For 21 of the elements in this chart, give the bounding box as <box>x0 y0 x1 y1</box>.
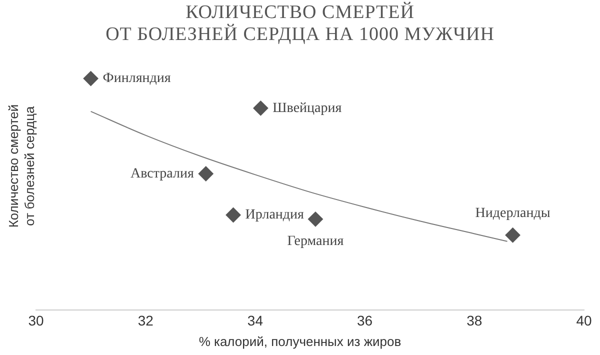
annotation: Швейцария <box>272 100 342 116</box>
x-axis-title: % калорий, полученных из жиров <box>198 334 402 349</box>
point <box>253 100 268 116</box>
x-tick-label: 32 <box>138 312 154 328</box>
annotation: Австралия <box>130 166 194 182</box>
point <box>198 166 214 182</box>
x-tick-label: 40 <box>576 312 592 328</box>
x-tick-label: 30 <box>28 312 44 328</box>
point <box>505 228 520 243</box>
annotation: Финляндия <box>102 71 172 86</box>
x-tick-label: 38 <box>466 312 482 328</box>
chart-title: КОЛИЧЕСТВО СМЕРТЕЙ ОТ БОЛЕЗНЕЙ СЕРДЦА НА 1000 МУЖЧИН <box>104 2 496 46</box>
point <box>308 212 323 227</box>
x-tick-label: 34 <box>247 312 264 328</box>
point <box>83 71 98 86</box>
annotation: Нидерланды <box>475 206 551 221</box>
point <box>226 207 241 222</box>
annotation: Ирландия <box>245 208 305 223</box>
y-axis-title: Количество смертей от болезней сердца <box>6 103 38 230</box>
x-tick-label: 36 <box>357 312 373 328</box>
annotation: Германия <box>287 234 344 249</box>
